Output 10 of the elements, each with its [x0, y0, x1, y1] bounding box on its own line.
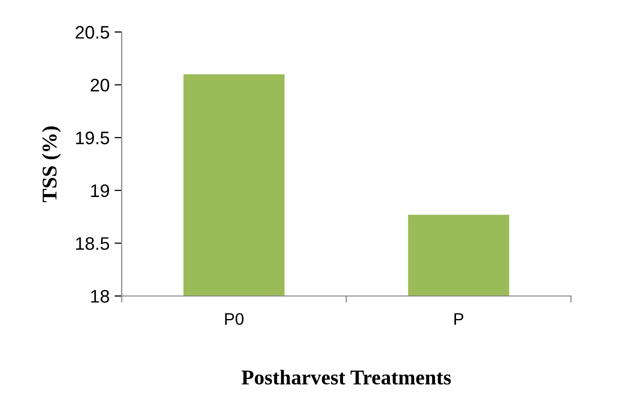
- y-tick-label: 19: [91, 184, 110, 198]
- y-tick-label: 20: [90, 78, 110, 92]
- y-tick-label: 19.5: [76, 132, 110, 144]
- x-axis-title: Postharvest Treatments: [242, 370, 451, 385]
- y-tick-label: 20.5: [76, 26, 110, 39]
- y-axis-title: TSS (%): [42, 126, 61, 202]
- y-tick-label: 18.5: [76, 237, 110, 250]
- x-tick-label: P0: [225, 313, 244, 325]
- x-tick-label: P: [454, 313, 464, 325]
- y-tick-label: 18: [91, 290, 110, 303]
